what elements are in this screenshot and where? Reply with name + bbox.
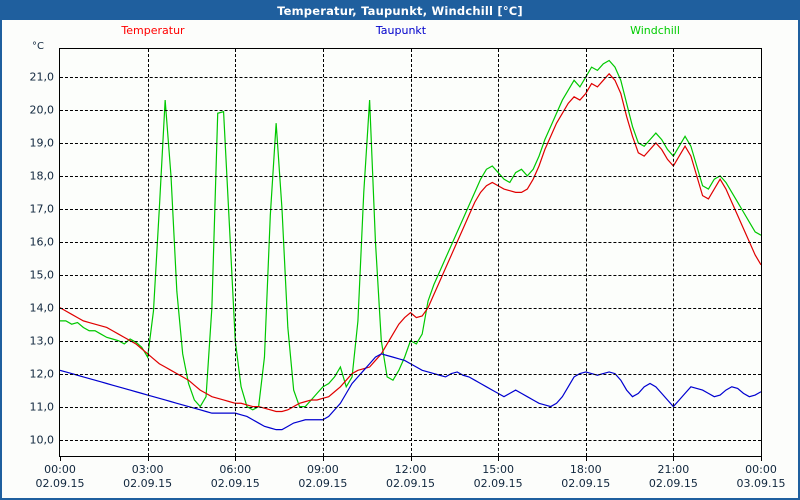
- x-axis-tick-mark: [235, 456, 237, 461]
- x-tick-time: 09:00: [307, 463, 339, 476]
- x-axis-tick-label: 00:00 03.09.15: [737, 463, 786, 491]
- x-axis-tick-mark: [761, 456, 762, 461]
- gridline-vertical: [322, 49, 324, 456]
- chart-legend: Temperatur Taupunkt Windchill: [2, 24, 798, 40]
- x-axis-tick-label: 03:00 02.09.15: [123, 463, 172, 491]
- x-tick-time: 03:00: [131, 463, 164, 476]
- x-axis-tick-label: 21:00 02.09.15: [649, 463, 698, 491]
- x-tick-time: 06:00: [219, 463, 252, 476]
- plot-area: [59, 48, 762, 457]
- y-axis-tick-label: 15,0: [29, 268, 55, 282]
- y-axis-tick-label: 11,0: [29, 400, 55, 414]
- x-axis-tick-mark: [585, 456, 587, 461]
- gridline-vertical: [673, 49, 675, 456]
- gridline-vertical: [147, 49, 149, 456]
- x-axis-tick-mark: [410, 456, 412, 461]
- x-axis-tick-mark: [673, 456, 675, 461]
- x-tick-date: 02.09.15: [561, 477, 611, 490]
- legend-item-taupunkt: Taupunkt: [375, 24, 427, 37]
- x-axis-tick-label: 15:00 02.09.15: [474, 463, 523, 491]
- x-tick-date: 02.09.15: [386, 477, 435, 490]
- y-axis-tick-label: 13,0: [29, 334, 55, 348]
- x-axis-tick-label: 12:00 02.09.15: [386, 463, 435, 491]
- gridline-vertical: [498, 49, 500, 456]
- x-axis-tick-mark: [147, 456, 149, 461]
- y-axis-unit-label: °C: [32, 41, 44, 52]
- y-axis-tick-label: 17,0: [29, 202, 55, 216]
- y-axis-tick-label: 18,0: [29, 169, 55, 183]
- x-axis-tick-mark: [322, 456, 324, 461]
- y-axis-tick-label: 10,0: [29, 433, 55, 447]
- x-tick-date: 02.09.15: [648, 477, 698, 490]
- y-axis-tick-label: 12,0: [29, 367, 55, 381]
- window-title-bar: Temperatur, Taupunkt, Windchill [°C]: [2, 2, 798, 20]
- x-axis-tick-label: 09:00 02.09.15: [298, 463, 347, 491]
- x-tick-time: 00:00: [44, 463, 76, 476]
- y-axis-tick-label: 16,0: [29, 235, 55, 249]
- y-axis-tick-label: 14,0: [29, 301, 55, 315]
- x-tick-time: 18:00: [569, 463, 602, 476]
- x-tick-date: 02.09.15: [298, 477, 348, 490]
- y-axis-tick-label: 19,0: [29, 136, 55, 150]
- page-title: Temperatur, Taupunkt, Windchill [°C]: [277, 4, 523, 18]
- gridline-vertical: [235, 49, 237, 456]
- x-tick-date: 02.09.15: [210, 477, 260, 490]
- x-axis-tick-label: 06:00 02.09.15: [211, 463, 260, 491]
- x-tick-date: 02.09.15: [35, 477, 85, 490]
- x-axis-tick-mark: [498, 456, 500, 461]
- x-axis-tick-label: 18:00 02.09.15: [561, 463, 610, 491]
- y-axis-tick-label: 21,0: [29, 70, 55, 84]
- gridline-vertical: [585, 49, 587, 456]
- x-tick-date: 03.09.15: [736, 477, 786, 490]
- x-tick-time: 12:00: [394, 463, 427, 476]
- y-axis-tick-label: 20,0: [29, 103, 55, 117]
- legend-item-windchill: Windchill: [630, 24, 680, 37]
- x-axis-tick-label: 00:00 02.09.15: [36, 463, 85, 491]
- legend-item-temperatur: Temperatur: [121, 24, 185, 37]
- x-tick-date: 02.09.15: [123, 477, 173, 490]
- gridline-vertical: [410, 49, 412, 456]
- x-axis-tick-mark: [60, 456, 61, 461]
- x-tick-time: 00:00: [745, 463, 777, 476]
- x-tick-time: 15:00: [482, 463, 514, 476]
- x-tick-date: 02.09.15: [473, 477, 523, 490]
- x-tick-time: 21:00: [657, 463, 690, 476]
